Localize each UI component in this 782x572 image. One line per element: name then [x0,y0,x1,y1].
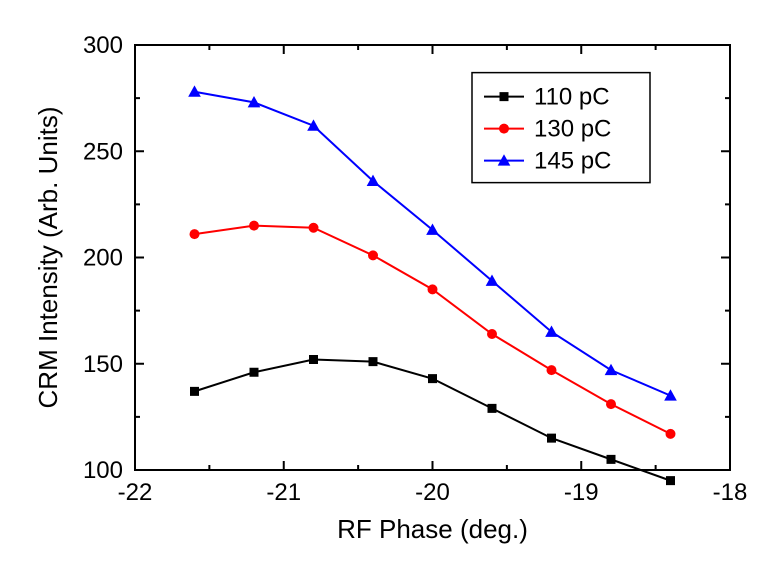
marker-triangle [605,364,618,375]
x-tick-label: -18 [713,479,748,506]
y-tick-label: 100 [83,457,123,484]
marker-square [607,455,616,464]
x-tick-label: -21 [266,479,301,506]
marker-square [547,434,556,443]
marker-square [500,92,509,101]
marker-circle [249,221,259,231]
x-tick-label: -19 [564,479,599,506]
chart-svg: -22-21-20-19-18RF Phase (deg.)1001502002… [0,0,782,572]
marker-circle [666,429,676,439]
y-tick-label: 200 [83,245,123,272]
x-tick-label: -20 [415,479,450,506]
marker-circle [547,365,557,375]
marker-triangle [188,85,201,96]
marker-circle [309,223,319,233]
y-tick-label: 150 [83,351,123,378]
y-tick-label: 300 [83,32,123,59]
marker-circle [606,399,616,409]
marker-triangle [307,119,320,130]
marker-triangle [664,389,677,400]
marker-square [666,476,675,485]
legend: 110 pC 130 pC 145 pC [472,73,650,183]
marker-square [250,368,259,377]
marker-square [309,355,318,364]
marker-square [488,404,497,413]
legend-label: 145 pC [534,148,611,175]
y-tick-label: 250 [83,138,123,165]
marker-square [428,374,437,383]
marker-circle [368,250,378,260]
marker-circle [190,229,200,239]
marker-circle [499,124,509,134]
marker-square [190,387,199,396]
y-axis-label: CRM Intensity (Arb. Units) [33,107,63,409]
marker-circle [428,284,438,294]
legend-label: 130 pC [534,116,611,143]
chart-container: -22-21-20-19-18RF Phase (deg.)1001502002… [0,0,782,572]
series-line [195,226,671,434]
x-axis-label: RF Phase (deg.) [337,514,528,544]
legend-label: 110 pC [534,84,610,111]
series-s130 [190,221,676,439]
marker-square [369,357,378,366]
marker-circle [487,329,497,339]
